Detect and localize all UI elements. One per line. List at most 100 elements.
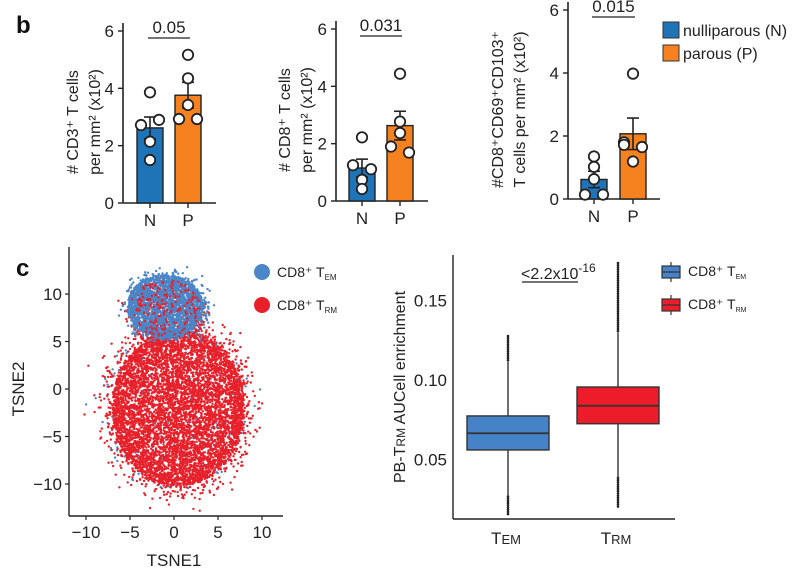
scatter-point	[206, 371, 210, 375]
scatter-point	[166, 408, 169, 411]
scatter-point	[126, 377, 130, 380]
scatter-point	[115, 354, 119, 357]
data-point	[181, 48, 195, 61]
scatter-point	[236, 462, 240, 465]
panel-label-b: b	[16, 12, 31, 39]
scatter-point	[168, 495, 172, 498]
scatter-point	[140, 421, 143, 424]
scatter-point	[203, 451, 207, 454]
data-point	[596, 188, 610, 201]
scatter-point	[195, 418, 198, 421]
scatter-point	[168, 352, 171, 356]
scatter-point	[192, 395, 195, 399]
y-tick-label: 4	[318, 77, 327, 96]
scatter-point	[219, 480, 222, 484]
scatter-point	[218, 476, 221, 479]
x-tick-label: P	[394, 209, 405, 228]
scatter-point	[202, 485, 205, 489]
data-point	[384, 140, 398, 153]
scatter-point	[234, 417, 237, 420]
scatter-point	[164, 447, 167, 450]
y-axis-label-line2: per mm² (x10²)	[299, 67, 316, 173]
scatter-point	[224, 419, 227, 422]
scatter-point	[179, 459, 182, 463]
scatter-point	[127, 448, 130, 452]
scatter-point	[188, 421, 191, 424]
scatter-point	[225, 441, 228, 444]
scatter-point	[165, 498, 168, 502]
scatter-point	[164, 411, 168, 415]
data-point	[355, 182, 369, 196]
scatter-point	[221, 349, 224, 352]
scatter-point	[222, 374, 226, 377]
scatter-point	[125, 389, 128, 393]
scatter-point	[249, 381, 252, 384]
scatter-point	[152, 373, 156, 377]
scatter-point	[241, 392, 245, 395]
scatter-point	[158, 453, 161, 457]
scatter-point	[100, 427, 104, 430]
scatter-point	[182, 474, 185, 477]
scatter-point	[245, 415, 248, 418]
scatter-point	[234, 407, 237, 410]
scatter-point	[254, 428, 257, 432]
scatter-point	[150, 373, 153, 376]
scatter-point	[221, 346, 225, 349]
scatter-point	[120, 354, 123, 358]
data-point	[143, 135, 157, 148]
scatter-point	[150, 423, 153, 427]
scatter-point	[104, 377, 107, 381]
scatter-point	[113, 372, 116, 375]
scatter-point	[159, 403, 163, 406]
scatter-point	[130, 483, 133, 487]
scatter-point	[235, 428, 238, 432]
scatter-point	[153, 481, 156, 484]
data-point	[143, 153, 157, 167]
scatter-point	[203, 359, 206, 362]
y-axis-label-line2: T cells per mm² (x10²)	[512, 31, 529, 187]
scatter-point	[168, 356, 171, 359]
scatter-point	[137, 428, 141, 431]
data-point	[190, 112, 204, 126]
y-axis-label-line1: # CD3⁺ T cells	[65, 70, 82, 174]
scatter-point	[210, 426, 213, 429]
scatter-point	[106, 375, 110, 379]
scatter-point	[185, 491, 188, 494]
scatter-point	[188, 416, 192, 419]
scatter-point	[154, 353, 157, 356]
scatter-point	[135, 479, 139, 483]
scatter-point	[134, 451, 137, 454]
scatter-point	[183, 368, 186, 372]
scatter-point	[114, 440, 117, 444]
scatter-point	[211, 329, 214, 332]
scatter-point	[104, 414, 107, 418]
scatter-point	[232, 465, 235, 468]
scatter-point	[224, 350, 227, 353]
scatter-point	[168, 399, 171, 402]
data-point	[152, 113, 166, 126]
scatter-point	[172, 348, 176, 352]
scatter-point	[245, 395, 249, 399]
scatter-point	[242, 379, 245, 382]
scatter-point	[165, 365, 169, 369]
scatter-point	[199, 492, 202, 495]
scatter-point	[163, 493, 166, 496]
scatter-point	[147, 344, 151, 348]
scatter-point	[234, 358, 237, 361]
scatter-point	[125, 458, 128, 462]
scatter-point	[107, 398, 110, 401]
scatter-point	[134, 363, 137, 366]
scatter-point	[232, 414, 235, 418]
scatter-point	[235, 469, 239, 473]
data-point	[587, 160, 601, 173]
scatter-point	[211, 419, 214, 422]
scatter-point	[192, 371, 195, 374]
scatter-point	[158, 395, 161, 398]
scatter-point	[112, 464, 115, 468]
y-axis-label-line1: #CD8⁺CD69⁺CD103⁺	[490, 31, 507, 188]
scatter-point	[183, 493, 186, 496]
scatter-point	[140, 482, 144, 486]
scatter-point	[224, 396, 227, 400]
